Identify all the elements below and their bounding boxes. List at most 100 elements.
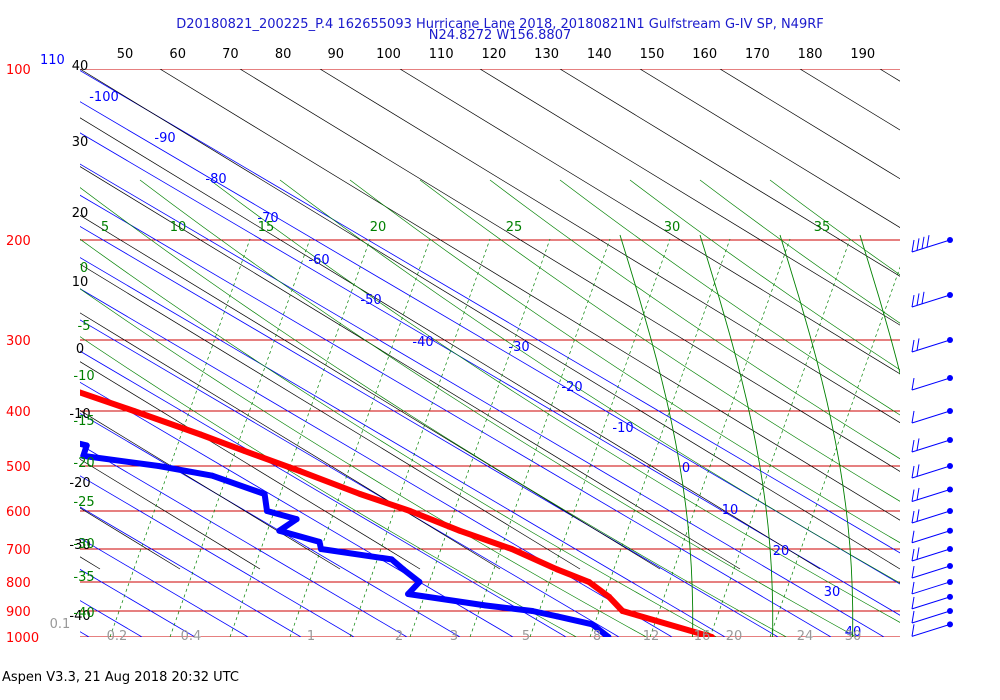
temperature-point <box>356 490 363 497</box>
pressure-tick-label: 600 <box>6 505 31 520</box>
mixing-ratio-line <box>229 238 371 637</box>
mixing-ratio-label: 2 <box>395 629 403 644</box>
isotherm-label: -100 <box>89 90 119 105</box>
isotherm-line <box>80 413 461 637</box>
adiabat-curve <box>629 179 900 371</box>
isotherm-line <box>80 350 567 637</box>
pressure-tick-label: 900 <box>6 605 31 620</box>
theta-line <box>80 312 501 570</box>
software-footer: Aspen V3.3, 21 Aug 2018 20:32 UTC <box>2 670 239 685</box>
wind-barb-shaft <box>911 565 951 579</box>
wind-barb-flag <box>916 293 920 306</box>
isotherm-line <box>80 194 832 637</box>
wind-barb-shaft <box>911 581 951 595</box>
dewpoint-point <box>80 452 87 459</box>
x-axis-tick-label: 50 <box>117 47 134 62</box>
dewpoint-point <box>276 527 283 534</box>
isotherm-line <box>80 319 620 637</box>
isotherm-line <box>80 257 726 637</box>
theta-line <box>80 69 900 570</box>
theta-line <box>80 117 821 570</box>
temperature-point <box>55 382 61 388</box>
isotherm-label: 40 <box>845 625 862 640</box>
wind-barb-flag <box>916 487 920 501</box>
adiabat-curve <box>349 179 900 544</box>
dewpoint-point <box>400 566 407 573</box>
wind-barb-flag <box>911 410 915 424</box>
x-axis-tick-label: 120 <box>481 47 506 62</box>
isotherm-label: -90 <box>154 131 175 146</box>
wind-barb-shaft <box>911 596 951 610</box>
dewpoint-point <box>316 538 323 545</box>
theta-line <box>399 69 900 375</box>
wind-barb-flag <box>911 339 915 353</box>
wind-barb-flag <box>921 291 925 304</box>
wind-barb-flag <box>911 510 915 524</box>
dewpoint-point <box>39 431 45 437</box>
data-layer <box>39 382 715 637</box>
temperature-axis-label: -30 <box>69 538 90 553</box>
adiabat-curve <box>80 288 648 637</box>
temperature-point <box>296 467 303 474</box>
wind-barb-flag <box>916 509 920 522</box>
theta-line <box>80 410 341 570</box>
x-axis-tick-label: 160 <box>692 47 717 62</box>
x-axis-tick-label: 70 <box>222 47 239 62</box>
x-axis-tick-label: 140 <box>587 47 612 62</box>
theta-line <box>239 69 900 472</box>
grid-layer <box>80 69 900 637</box>
x-axis-tick-label: 180 <box>798 47 823 62</box>
dewpoint-point <box>318 546 325 553</box>
theta-line <box>80 361 421 570</box>
isotherm-line <box>80 381 514 637</box>
wind-barb-flag <box>911 610 915 624</box>
chart-title: D20180821_200225_P.4 162655093 Hurricane… <box>176 17 824 32</box>
mixing-ratio-line <box>769 266 900 637</box>
moist-adiabat-label: -10 <box>73 369 94 384</box>
adiabat-curve <box>279 179 900 584</box>
wind-barb-shaft <box>911 339 951 353</box>
pressure-tick-label: 200 <box>6 234 31 249</box>
wind-barb-shaft <box>911 548 951 562</box>
isotherm-line <box>80 225 779 637</box>
dry-adiabat-label: 20 <box>370 220 387 235</box>
isotherm-label: 20 <box>773 544 790 559</box>
mixing-ratio-label: 0.1 <box>50 617 71 632</box>
adiabat-curve <box>80 336 578 637</box>
x-axis-tick-label: 90 <box>328 47 345 62</box>
isotherm-line <box>80 444 408 637</box>
isotherm-label: -10 <box>612 421 633 436</box>
label-layer: 50 60 70 80 90 100 110 120 130 140 150 160 170 180 190… <box>6 47 875 646</box>
wind-barb-flag <box>911 439 915 453</box>
mixing-ratio-line <box>529 238 671 637</box>
isotherm-label: -80 <box>205 172 226 187</box>
mixing-ratio-label: 24 <box>797 629 814 644</box>
wind-barb-flag <box>911 530 915 543</box>
wind-barb-flag <box>911 239 915 253</box>
pressure-tick-label: 800 <box>6 576 31 591</box>
dewpoint-point <box>263 507 270 514</box>
isotherm-label: -20 <box>561 380 582 395</box>
wind-barb-layer <box>911 235 953 637</box>
temperature-axis-label: 10 <box>72 275 89 290</box>
moist-adiabat-label: -30 <box>73 537 94 552</box>
theta-line <box>719 69 900 180</box>
adiabat-curve <box>489 179 900 460</box>
dewpoint-profile <box>80 440 612 637</box>
adiabat-curve <box>80 238 718 637</box>
moist-adiabat-label: -25 <box>73 495 94 510</box>
wind-barb-flag <box>911 548 915 562</box>
temperature-point <box>508 546 515 553</box>
dewpoint-point <box>605 634 612 637</box>
theta-line <box>559 69 900 277</box>
isotherm-line <box>80 506 302 637</box>
wind-barb-flag <box>911 377 915 391</box>
dewpoint-point <box>416 578 423 585</box>
isotherm-line <box>80 537 249 637</box>
theta-line <box>479 69 900 326</box>
dewpoint-point <box>293 516 300 523</box>
dry-adiabat-label: 15 <box>258 220 275 235</box>
temperature-point <box>456 527 463 534</box>
pressure-tick-label: 700 <box>6 543 31 558</box>
adiabat-curve <box>769 179 900 276</box>
